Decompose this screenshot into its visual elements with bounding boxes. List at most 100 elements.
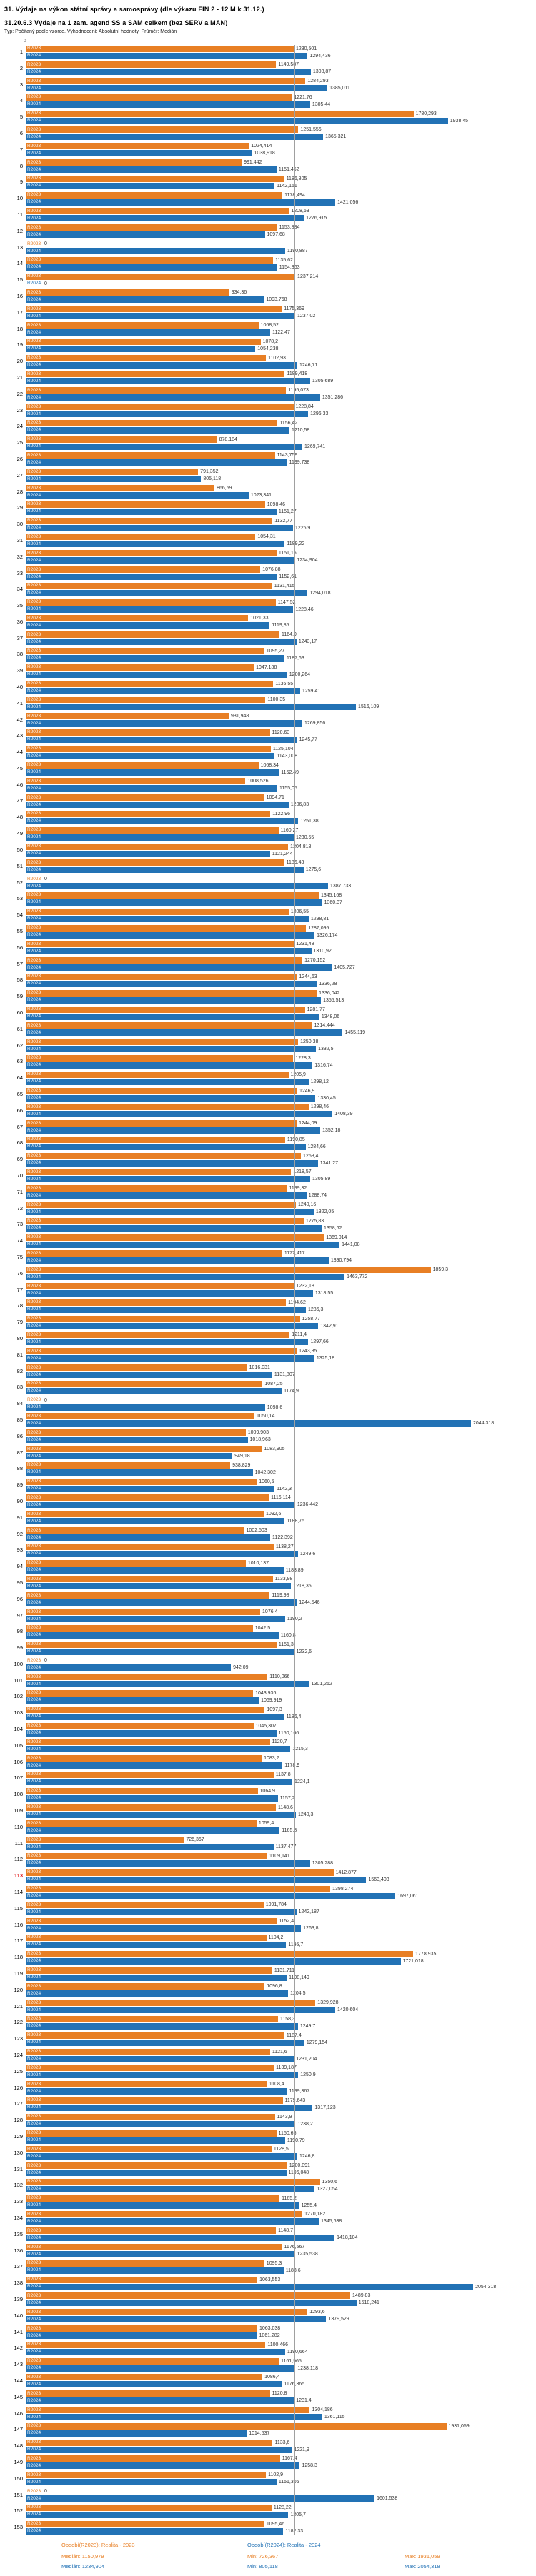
value-label: 1176,567: [284, 2245, 305, 2250]
bar-r2024: R2024: [26, 264, 277, 271]
series-label: R2023: [27, 2162, 41, 2168]
row-number: 92: [16, 1530, 23, 1537]
series-label: R2023: [27, 1788, 41, 1794]
bar-r2023: R2023: [26, 485, 215, 492]
series-label: R2023: [27, 2227, 41, 2233]
row: 71 R2023 1199,32 R2024 1288,74: [4, 1185, 536, 1199]
row-number: 49: [16, 830, 23, 837]
series-label: R2024: [27, 248, 41, 254]
value-label: 1780,293: [415, 111, 437, 116]
value-label: 1308,87: [312, 69, 332, 75]
value-label: 1059,4: [258, 1821, 274, 1827]
bar-r2023: R2023: [26, 729, 270, 736]
series-label: R2023: [27, 1202, 41, 1207]
bar-r2023: R2023: [26, 1462, 231, 1469]
row-number: 36: [16, 618, 23, 625]
value-label: 1189,22: [287, 541, 305, 547]
value-label: 1258,3: [302, 2463, 317, 2469]
series-label: R2024: [27, 1225, 41, 1231]
row-number: 71: [16, 1188, 23, 1195]
bar-r2023: R2023: [26, 2325, 257, 2332]
row-number: 94: [16, 1563, 23, 1570]
bar-pair: R2023 1047,188 R2024 1200,264: [26, 664, 526, 678]
value-label: 1186,4: [286, 1714, 302, 1719]
value-label: 1294,436: [309, 53, 331, 59]
series-label: R2023: [27, 664, 41, 670]
value-label: 1195,7: [288, 1942, 304, 1947]
bar-r2024: R2024: [26, 2511, 289, 2518]
bar-r2024: R2024: [26, 1485, 275, 1492]
value-label: 1281,77: [307, 1007, 325, 1012]
bar-pair: R2023 1284,293 R2024 1385,011: [26, 78, 526, 92]
bar-r2023: R2023: [26, 2309, 308, 2316]
series-label: R2023: [27, 762, 41, 767]
series-label: R2024: [27, 2137, 41, 2142]
bar-r2023: R2023: [26, 1250, 282, 1257]
series-label: R2023: [27, 126, 41, 132]
value-label: 1250,9: [300, 2072, 316, 2078]
bar-r2023: R2023: [26, 566, 261, 573]
row-number: 89: [16, 1482, 23, 1489]
bar-pair: R2023 1128,5 R2024 1246,8: [26, 2146, 526, 2160]
series-label: R2024: [27, 915, 41, 921]
value-label: 1258,77: [302, 1316, 320, 1322]
series-label: R2024: [27, 183, 41, 189]
bar-r2023: R2023: [26, 469, 199, 476]
row-number: 78: [16, 1302, 23, 1309]
stat-median-2023: Medián: 1150,979: [61, 2553, 104, 2560]
value-label: 1244,09: [299, 1121, 317, 1127]
value-label: 1228,46: [295, 606, 314, 612]
value-label: 1160,8: [280, 1632, 296, 1638]
bar-r2023: R2023: [26, 582, 272, 589]
row-number: 95: [16, 1579, 23, 1586]
series-label: R2023: [27, 2000, 41, 2005]
row-number: 11: [17, 211, 23, 218]
bar-r2023: R2023: [26, 2000, 316, 2007]
row: 15 R2023 1237,214 R2024 0: [4, 273, 536, 287]
row: 106 R2023 1083,2 R2024 1178,9: [4, 1755, 536, 1769]
value-label: 1226,9: [294, 525, 311, 531]
series-label: R2023: [27, 1152, 41, 1158]
value-label: 1199,738: [289, 460, 310, 466]
value-label: 1228,84: [295, 404, 314, 410]
bar-r2024: R2024: [26, 1420, 472, 1427]
bar-r2023: R2023: [26, 2032, 284, 2039]
bar-r2023: R2023: [26, 256, 274, 264]
bar-r2023: R2023: [26, 2455, 280, 2462]
row: 50 R2023 1204,818 R2024 1121,244: [4, 843, 536, 857]
value-label: 1322,05: [315, 1209, 334, 1215]
row-number: 40: [16, 684, 23, 691]
bar-r2024: R2024: [26, 639, 297, 646]
series-label: R2024: [27, 2153, 41, 2159]
row: 107 R2023 1137,8 R2024 1224,1: [4, 1771, 536, 1785]
row: 9 R2023 1186,805 R2024 1142,151: [4, 175, 536, 189]
value-label: 1098,6: [267, 1404, 283, 1410]
row: 108 R2023 1064,9 R2024 1157,2: [4, 1787, 536, 1802]
row: 72 R2023 1240,16 R2024 1322,05: [4, 1202, 536, 1216]
row-number: 85: [16, 1416, 23, 1423]
value-label: 1408,39: [334, 1112, 353, 1117]
bar-r2024: R2024: [26, 2267, 284, 2274]
row-number: 26: [16, 455, 23, 462]
series-label: R2023: [27, 2455, 41, 2461]
bar-r2023: R2023: [26, 1315, 300, 1322]
row: 36 R2023 1021,33 R2024 1119,85: [4, 615, 536, 629]
value-label: 1305,288: [312, 1860, 333, 1866]
series-label: R2023: [27, 371, 41, 376]
bar-r2024: R2024: [26, 2381, 282, 2388]
value-label: 1142,151: [277, 183, 297, 189]
bar-r2024: R2024: [26, 2202, 299, 2209]
series-label: R2024: [27, 574, 41, 579]
series-label: R2024: [27, 639, 41, 644]
row-number: 77: [16, 1286, 23, 1293]
bar-r2024: R2024: [26, 426, 289, 434]
bar-pair: R2023 1136,55 R2024 1259,41: [26, 680, 526, 694]
bar-pair: R2023 1175,369 R2024 1237,02: [26, 306, 526, 320]
bar-pair: R2023 1086,4 R2024 1176,365: [26, 2374, 526, 2388]
bar-pair: R2023 1167,4 R2024 1258,3: [26, 2455, 526, 2470]
value-label: 1259,41: [302, 688, 321, 694]
series-label: R2024: [27, 622, 41, 628]
row-number: 28: [16, 488, 23, 495]
